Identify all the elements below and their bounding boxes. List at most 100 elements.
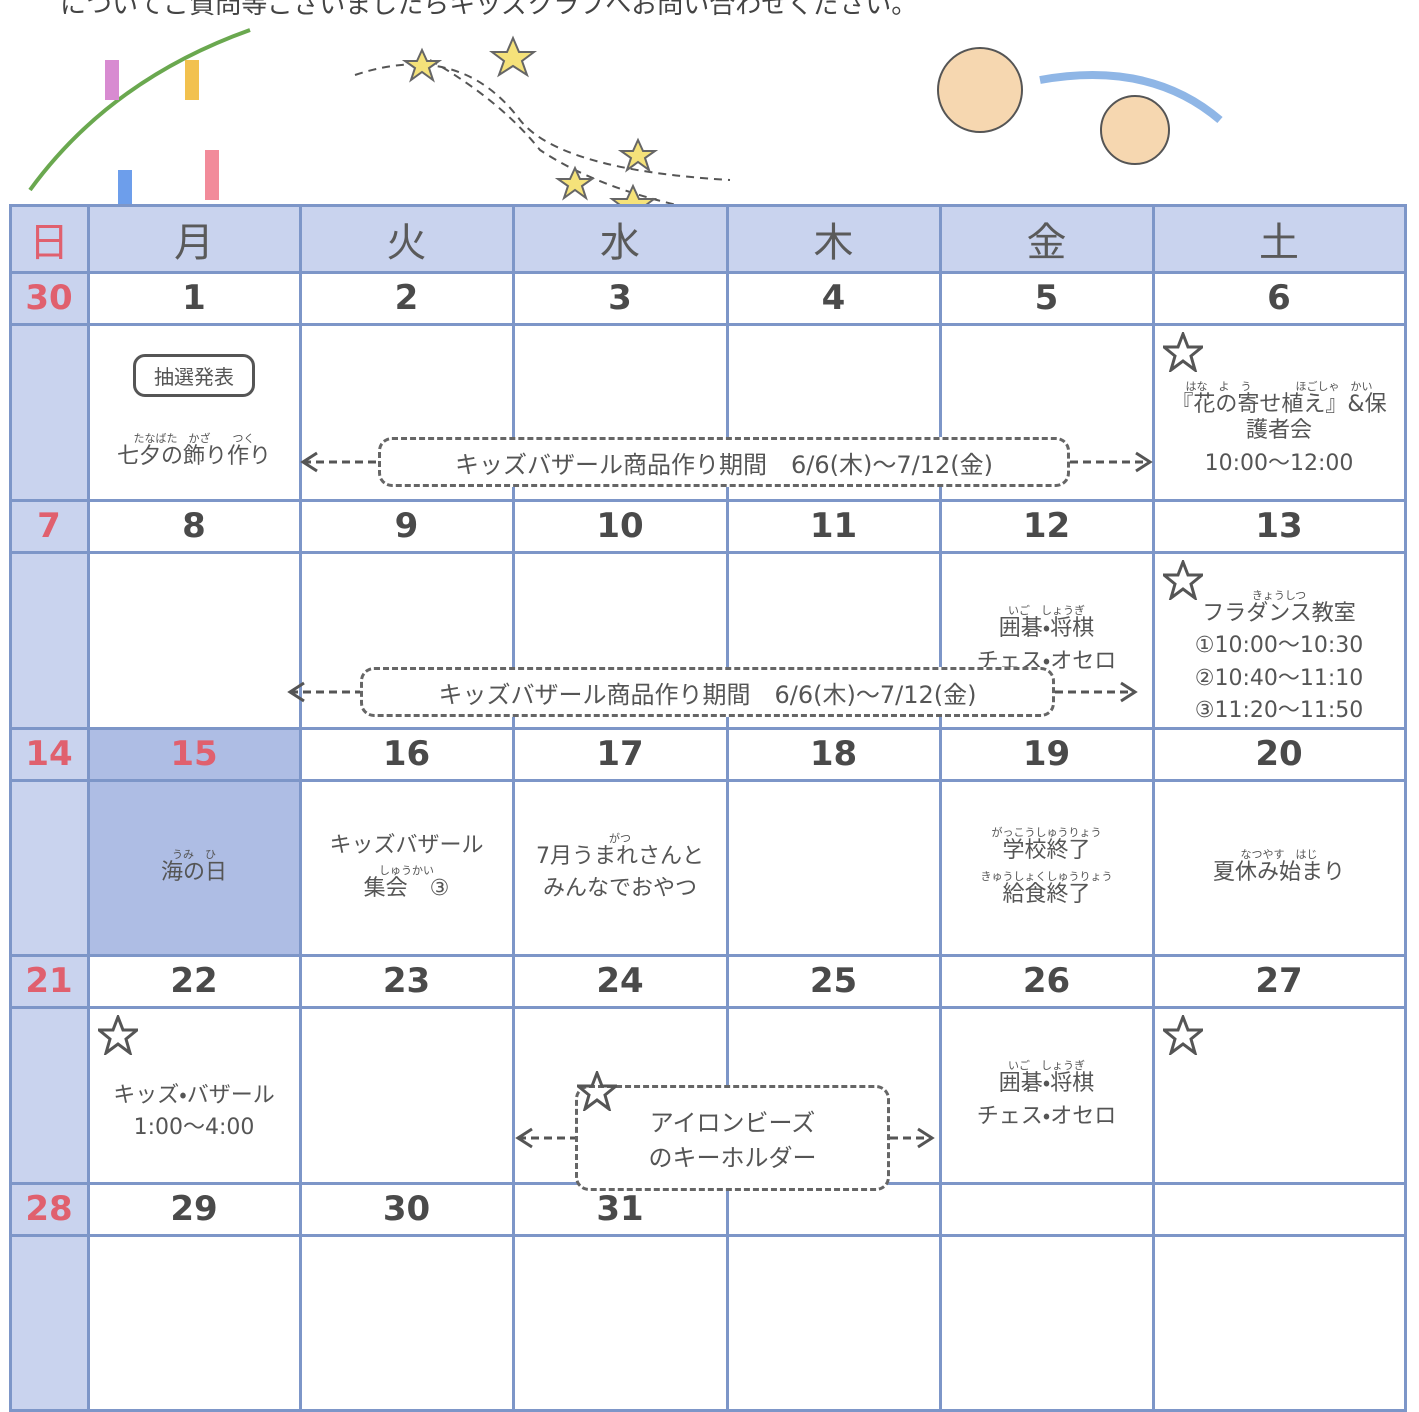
event-text: チェス・オセロ [976, 1103, 1117, 1129]
furigana: がっこうしゅうりょう [991, 826, 1102, 840]
day-cell [1151, 1233, 1407, 1412]
date-cell: 16 [298, 726, 515, 782]
day-header: 火 [298, 203, 515, 274]
date-cell: 19 [938, 726, 1155, 782]
day-cell: きょうしつ フラダンス教室 ①10:00～10:30 ②10:40～11:10 ③11:… [1151, 550, 1407, 730]
day-cell [938, 1233, 1155, 1412]
day-cell [298, 1233, 515, 1412]
event-text: ③11:20～11:50 [1194, 697, 1364, 723]
date-cell: 21 [8, 953, 90, 1009]
event-text: 囲碁・将棋 [998, 1071, 1095, 1097]
event: ③11:20～11:50 [1195, 698, 1364, 724]
date-cell: 6 [1151, 270, 1407, 326]
event-text: 集会 ③ [363, 876, 450, 901]
furigana: たなばた かざ つく [133, 431, 255, 445]
event: いご しょうぎ 囲碁・将棋 [999, 1060, 1094, 1097]
furigana: はな よ う ほごしゃ かい [1185, 379, 1373, 393]
day-cell [8, 1233, 90, 1412]
star-icon [97, 1014, 138, 1055]
event-text: 海の日 [160, 859, 227, 885]
day-cell [8, 1005, 90, 1185]
day-cell [1151, 1005, 1407, 1185]
event: 1:00～4:00 [134, 1115, 255, 1141]
date-cell: 9 [298, 498, 515, 554]
date-cell: 1 [86, 270, 302, 326]
furigana: がつ [609, 831, 631, 845]
period-banner: キッズバザール商品作り期間 6/6(木)～7/12(金) [378, 437, 1070, 487]
day-header: 土 [1151, 203, 1407, 274]
date-cell: 15 [86, 726, 302, 782]
event: きゅうしょくしゅうりょう 給食終了 [981, 871, 1113, 908]
day-cell: がつ 7月うまれさんと みんなでおやつ [511, 778, 729, 957]
event-text: 10:00～12:00 [1204, 450, 1354, 476]
event: キッズ・バザール [113, 1083, 274, 1109]
date-cell: 11 [725, 498, 942, 554]
date-cell: 18 [725, 726, 942, 782]
day-header: 水 [511, 203, 729, 274]
period-banner: キッズバザール商品作り期間 6/6(木)～7/12(金) [360, 667, 1055, 717]
event-text: ①10:00～10:30 [1194, 633, 1364, 659]
decoration [28, 28, 1223, 210]
event-text: みんなでおやつ [542, 876, 697, 901]
day-cell: うみ ひ海の日 [86, 778, 302, 957]
event: みんなでおやつ [543, 876, 697, 902]
event-text: ②10:40～11:10 [1194, 665, 1364, 691]
event: うみ ひ海の日 [161, 849, 227, 886]
date-cell: 10 [511, 498, 729, 554]
date-cell [1151, 1181, 1407, 1237]
event-text: 1:00～4:00 [133, 1115, 255, 1140]
event: はな よ う ほごしゃ かい 『花の寄せ植え』&保護者会 [1161, 381, 1398, 445]
event: しゅうかい 集会 ③ [364, 865, 450, 902]
period-banner: アイロンビーズ のキーホルダー [575, 1085, 890, 1191]
event-text: 7月うまれさんと [536, 843, 704, 869]
banner-text: キッズバザール商品作り期間 6/6(木)～7/12(金) [438, 680, 977, 709]
date-cell: 24 [511, 953, 729, 1009]
day-header: 木 [725, 203, 942, 274]
event-text: 給食終了 [1002, 881, 1091, 907]
day-cell: はな よ う ほごしゃ かい 『花の寄せ植え』&保護者会 10:00～12:00 [1151, 322, 1407, 502]
date-cell: 2 [298, 270, 515, 326]
furigana: いご しょうぎ [1007, 1059, 1085, 1073]
day-cell: なつやす はじ 夏休み始まり [1151, 778, 1407, 957]
day-cell: がっこうしゅうりょう 学校終了 きゅうしょくしゅうりょう 給食終了 [938, 778, 1155, 957]
date-cell: 3 [511, 270, 729, 326]
date-cell: 29 [86, 1181, 302, 1237]
day-cell [511, 1233, 729, 1412]
date-cell: 13 [1151, 498, 1407, 554]
event-text: キッズバザール [329, 832, 484, 858]
date-cell: 22 [86, 953, 302, 1009]
day-cell [725, 1233, 942, 1412]
day-cell: キッズ・バザール 1:00～4:00 [86, 1005, 302, 1185]
date-cell: 30 [8, 270, 90, 326]
date-cell: 14 [8, 726, 90, 782]
date-cell: 27 [1151, 953, 1407, 1009]
date-cell: 7 [8, 498, 90, 554]
date-cell: 30 [298, 1181, 515, 1237]
event: がっこうしゅうりょう 学校終了 [992, 827, 1102, 864]
day-cell: キッズバザールしゅうかい 集会 ③ [298, 778, 515, 957]
banner-text: アイロンビーズ [649, 1109, 816, 1137]
day-cell [8, 322, 90, 502]
event-text: 夏休み始まり [1212, 859, 1345, 885]
banner-text: のキーホルダー [648, 1144, 817, 1172]
day-cell [8, 550, 90, 730]
event-text: 学校終了 [1002, 838, 1091, 864]
event-text: フラダンス教室 [1202, 600, 1356, 626]
speech-bubble: 抽選発表 [133, 353, 255, 397]
date-cell: 23 [298, 953, 515, 1009]
event: ①10:00～10:30 [1195, 633, 1364, 659]
event: きょうしつ フラダンス教室 [1202, 590, 1356, 627]
furigana: うみ ひ [171, 847, 216, 861]
event: キッズバザール [329, 833, 483, 859]
date-cell: 28 [8, 1181, 90, 1237]
event: 10:00～12:00 [1205, 451, 1354, 477]
star-icon [1162, 331, 1203, 372]
date-cell: 12 [938, 498, 1155, 554]
event-text: キッズ・バザール [113, 1082, 275, 1108]
day-header: 金 [938, 203, 1155, 274]
furigana: なつやす はじ [1240, 847, 1318, 861]
star-icon [1162, 559, 1203, 600]
banner-text: キッズバザール商品作り期間 6/6(木)～7/12(金) [455, 450, 993, 479]
day-cell [86, 550, 302, 730]
